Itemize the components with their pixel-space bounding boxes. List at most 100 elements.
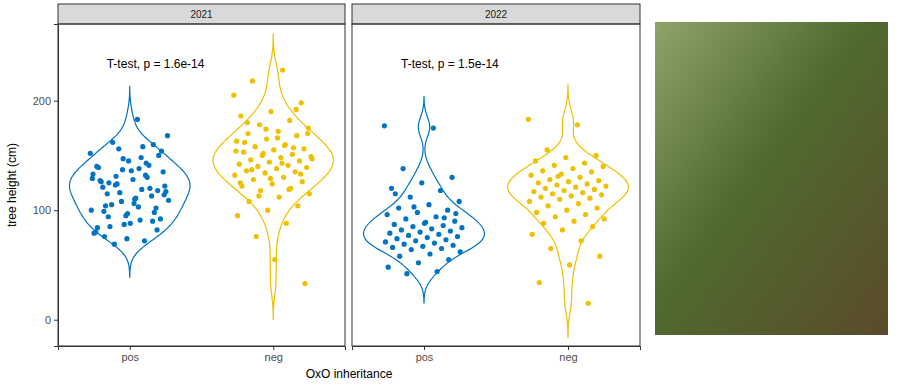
point	[268, 109, 273, 114]
tick: 200	[33, 95, 58, 107]
point	[438, 188, 443, 193]
point	[158, 216, 163, 221]
point	[291, 145, 296, 150]
point	[131, 201, 136, 206]
point	[458, 249, 463, 254]
point	[413, 238, 418, 243]
tick: pos	[121, 346, 139, 363]
strip	[352, 4, 640, 24]
point	[299, 100, 304, 105]
point	[151, 142, 156, 147]
point	[594, 205, 599, 210]
point	[233, 148, 238, 153]
point	[147, 186, 152, 191]
point	[138, 217, 143, 222]
point	[415, 210, 420, 215]
point	[101, 209, 106, 214]
point	[232, 173, 237, 178]
point	[161, 169, 166, 174]
point	[301, 146, 306, 151]
point	[569, 193, 574, 198]
point	[250, 78, 255, 83]
point	[90, 176, 95, 181]
annotation: T-test, p = 1.5e-14	[401, 57, 499, 71]
axis-line	[59, 347, 346, 351]
point	[244, 168, 249, 173]
point	[544, 147, 549, 152]
x-axis: posneg	[353, 346, 641, 363]
tick: pos	[416, 346, 434, 363]
point	[403, 216, 408, 221]
point	[566, 179, 571, 184]
tick-mark	[54, 320, 58, 321]
point	[306, 125, 311, 130]
point	[253, 144, 258, 149]
point	[452, 219, 457, 224]
point	[89, 208, 94, 213]
point	[563, 155, 568, 160]
point	[110, 140, 115, 145]
point	[245, 131, 250, 136]
point	[113, 174, 118, 179]
point	[294, 133, 299, 138]
point	[279, 160, 284, 165]
tick-label: pos	[416, 351, 434, 363]
point	[419, 180, 424, 185]
point	[589, 169, 594, 174]
tick: 0	[45, 314, 58, 326]
point	[122, 222, 127, 227]
point	[276, 129, 281, 134]
point	[136, 166, 141, 171]
point	[129, 168, 134, 173]
point	[554, 182, 559, 187]
point	[290, 152, 295, 157]
panel-title: 2022	[485, 9, 508, 20]
point	[300, 179, 305, 184]
x-axis: pos neg	[59, 346, 346, 363]
point	[425, 235, 430, 240]
tick-mark	[130, 346, 131, 350]
point	[550, 191, 555, 196]
point	[555, 174, 560, 179]
point	[576, 201, 581, 206]
point	[582, 160, 587, 165]
point	[140, 144, 145, 149]
point	[455, 234, 460, 239]
point	[436, 232, 441, 237]
point	[112, 242, 117, 247]
point	[269, 181, 274, 186]
point	[124, 236, 129, 241]
point	[394, 236, 399, 241]
point	[241, 150, 246, 155]
tick-mark	[54, 101, 58, 102]
point	[123, 213, 128, 218]
point	[149, 193, 154, 198]
point	[538, 194, 543, 199]
tick-label: 200	[33, 95, 51, 107]
tick: neg	[265, 346, 283, 363]
point	[573, 185, 578, 190]
point	[453, 211, 458, 216]
point	[261, 151, 266, 156]
point	[575, 122, 580, 127]
point	[562, 188, 567, 193]
point	[128, 221, 133, 226]
point	[106, 180, 111, 185]
point	[418, 229, 423, 234]
point	[121, 156, 126, 161]
point	[426, 202, 431, 207]
point	[543, 186, 548, 191]
tick-label: pos	[121, 351, 139, 363]
point	[155, 188, 160, 193]
violin	[364, 97, 485, 303]
violin	[69, 86, 190, 277]
point	[383, 239, 388, 244]
point	[263, 127, 268, 132]
point	[597, 254, 602, 259]
point	[238, 180, 243, 185]
panel-frame	[352, 24, 640, 346]
point	[526, 117, 531, 122]
point	[305, 131, 310, 136]
strip	[58, 4, 345, 24]
point	[382, 123, 387, 128]
